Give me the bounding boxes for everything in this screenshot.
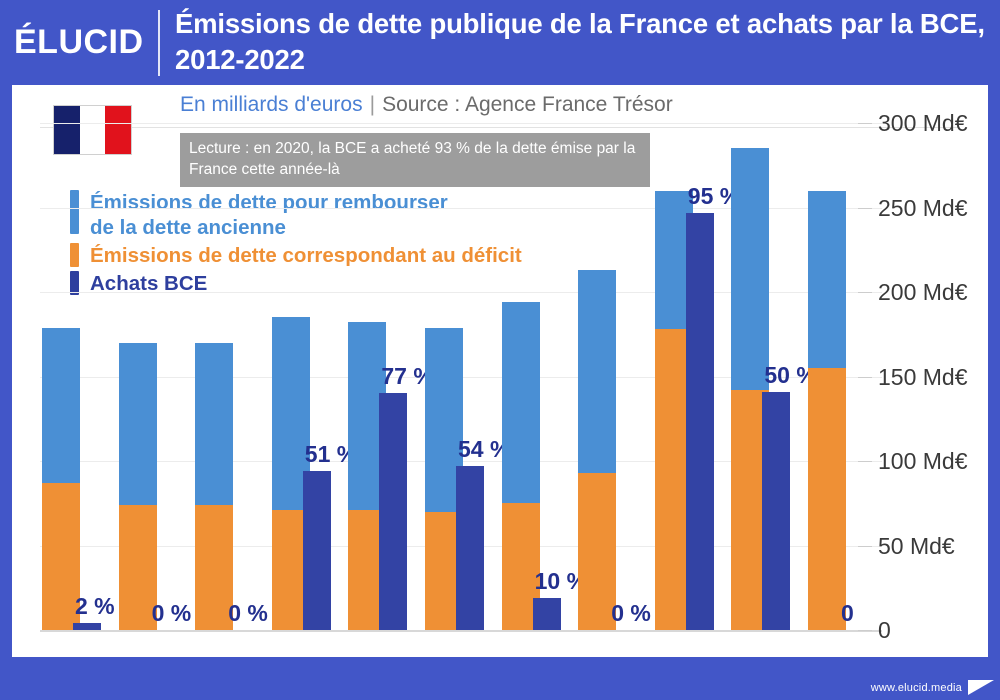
bar-segment-deficit xyxy=(578,472,617,630)
legend-swatch-bce xyxy=(70,271,79,295)
legend-swatch-rollover xyxy=(70,190,79,234)
chart-subtitle: En milliards d'euros | Source : Agence Fra… xyxy=(180,91,673,119)
subtitle-divider xyxy=(40,127,960,128)
bar-segment-rollover xyxy=(42,327,80,483)
page-title: Émissions de dette publique de la France… xyxy=(175,8,985,75)
bar-emissions-2019 xyxy=(578,270,617,630)
bar-achats-bce-2018 xyxy=(532,597,561,630)
plot-area: 0 50 Md€ 100 Md€ 150 Md€ 200 Md€ 250 Md€ 300 M… xyxy=(12,85,988,657)
bar-achats-bce-2012 xyxy=(73,623,101,630)
y-axis-tick xyxy=(858,376,872,378)
chart-unit-label: En milliards d'euros xyxy=(180,93,363,116)
elucid-logo: ÉLUCID xyxy=(14,18,154,66)
bar-segment-deficit xyxy=(808,368,846,630)
y-axis-tick xyxy=(858,123,872,124)
bar-emissions-2013 xyxy=(118,342,157,630)
bce-share-label-2014: 0 % xyxy=(228,600,268,626)
bar-segment-rollover xyxy=(118,342,157,505)
bce-share-label-2013: 0 % xyxy=(151,600,192,626)
flag-band-red xyxy=(105,106,132,154)
bar-achats-bce-2016 xyxy=(379,393,408,630)
bar-segment-rollover xyxy=(195,342,234,505)
legend-swatch-deficit xyxy=(70,243,79,267)
bce-share-label-2020: 95 % xyxy=(687,182,741,209)
y-axis-tick xyxy=(858,545,872,547)
bce-share-label-2017: 54 % xyxy=(458,436,511,463)
bar-emissions-2022 xyxy=(808,190,846,630)
bar-segment-deficit xyxy=(42,482,80,630)
gridline xyxy=(40,292,882,293)
logo-divider xyxy=(158,10,160,76)
bar-achats-bce-2021 xyxy=(762,391,791,630)
flag-band-white xyxy=(79,106,106,154)
chart-panel: En milliards d'euros | Source : Agence Fra… xyxy=(12,85,988,657)
bar-segment-rollover xyxy=(808,190,846,369)
subtitle-separator: | xyxy=(369,93,376,116)
bar-segment-rollover xyxy=(731,148,770,391)
bar-achats-bce-2017 xyxy=(456,466,484,630)
x-axis-line xyxy=(40,630,882,632)
legend-label-deficit: Émissions de dette correspondant au défi… xyxy=(90,244,522,267)
chart-source-label: Source : Agence France Trésor xyxy=(382,93,673,116)
bce-share-label-2019: 0 % xyxy=(611,600,651,626)
bce-share-label-2012: 2 % xyxy=(75,593,115,620)
bar-segment-deficit xyxy=(195,504,234,630)
bce-share-label-2015: 51 % xyxy=(304,441,358,468)
y-axis-tick xyxy=(858,461,872,462)
legend-item-bce: Achats BCE xyxy=(70,271,522,296)
bar-emissions-2012 xyxy=(42,327,80,630)
flag-band-blue xyxy=(54,106,80,154)
gridline xyxy=(40,123,882,124)
y-axis-tick xyxy=(858,630,872,631)
header-banner: ÉLUCID Émissions de dette publique de la… xyxy=(0,0,1000,85)
bce-share-label-2022: 0 xyxy=(841,600,854,626)
bce-share-label-2016: 77 % xyxy=(381,363,434,390)
bar-segment-rollover xyxy=(578,270,617,473)
france-flag-icon xyxy=(53,105,132,155)
site-watermark: www.elucid.media xyxy=(870,682,962,694)
elucid-arrow-icon xyxy=(968,680,994,695)
bar-achats-bce-2020 xyxy=(685,212,714,630)
legend-label-bce: Achats BCE xyxy=(90,272,208,295)
logo-text: ÉLUCID xyxy=(14,23,144,61)
bar-segment-rollover xyxy=(501,302,540,504)
bar-segment-deficit xyxy=(118,504,157,630)
bar-achats-bce-2015 xyxy=(302,471,331,630)
y-axis-tick xyxy=(858,292,872,293)
lecture-note: Lecture : en 2020, la BCE a acheté 93 % … xyxy=(180,133,650,187)
y-axis-tick xyxy=(858,207,872,209)
legend-item-deficit: Émissions de dette correspondant au défi… xyxy=(70,243,522,268)
bar-emissions-2014 xyxy=(195,342,234,630)
bce-share-label-2018: 10 % xyxy=(534,567,588,594)
gridline xyxy=(40,207,882,209)
bce-share-label-2021: 50 % xyxy=(764,361,817,388)
